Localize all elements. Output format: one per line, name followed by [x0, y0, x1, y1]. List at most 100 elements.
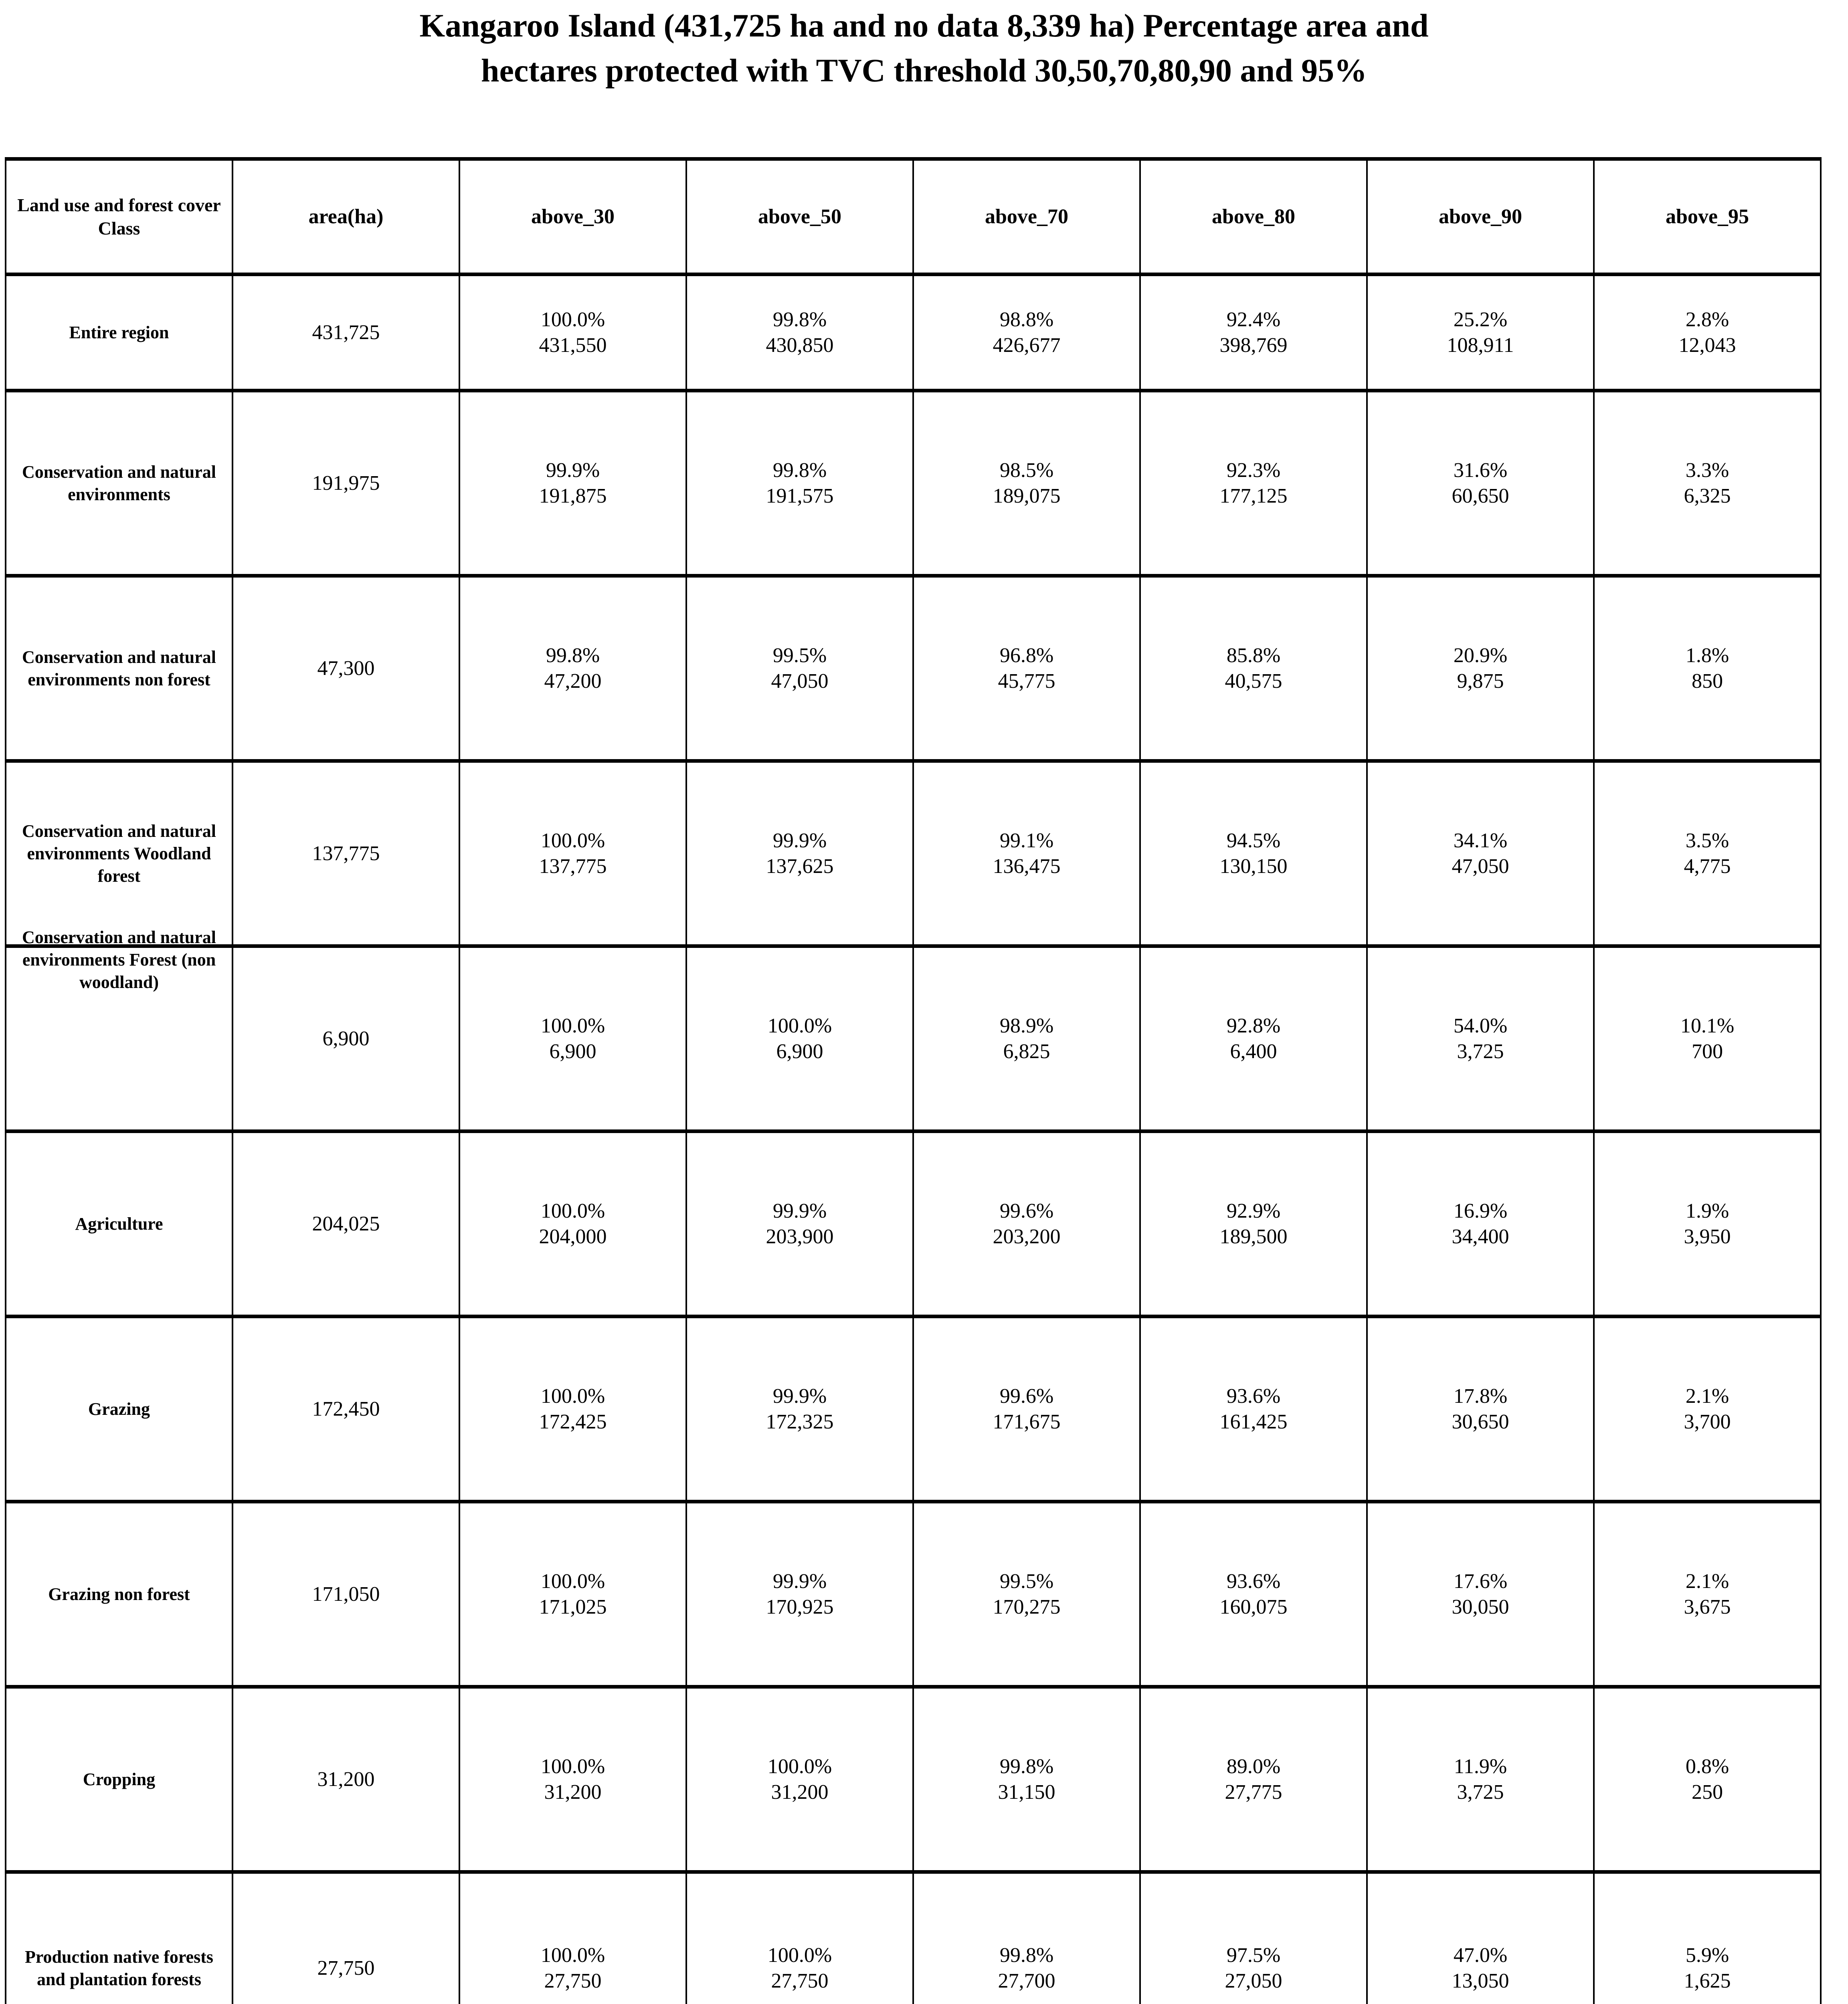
cell-percent: 99.8%: [546, 644, 600, 667]
cell-hectares: 137,775: [539, 855, 607, 878]
cell-above-70: 98.8% 426,677: [912, 273, 1141, 391]
cell-hectares: 172,425: [539, 1410, 607, 1433]
cell-hectares: 3,725: [1457, 1780, 1504, 1804]
cell-hectares: 30,650: [1452, 1410, 1509, 1433]
page-title-line-1: Kangaroo Island (431,725 ha and no data …: [419, 7, 1429, 44]
cell-hectares: 13,050: [1452, 1969, 1509, 1992]
cell-hectares: 30,050: [1452, 1595, 1509, 1618]
cell-area: 204,025: [232, 1129, 460, 1317]
column-header-above-50: above_50: [685, 157, 914, 275]
table-row: Conservation and natural environments Fo…: [5, 927, 1822, 1131]
cell-percent: 99.8%: [772, 308, 827, 331]
cell-hectares: 31,200: [544, 1780, 602, 1804]
cell-percent: 10.1%: [1680, 1014, 1735, 1037]
cell-hectares: 398,769: [1219, 333, 1288, 357]
cell-hectares: 27,050: [1225, 1969, 1282, 1992]
cell-hectares: 137,625: [766, 855, 834, 878]
cell-percent: 100.0%: [540, 829, 605, 852]
cell-area: 31,200: [232, 1685, 460, 1872]
table-row: Conservation and natural environments 191…: [5, 389, 1822, 576]
cell-hectares: 700: [1692, 1040, 1723, 1063]
cell-above-90: 17.8% 30,650: [1366, 1315, 1595, 1502]
cell-area: 172,450: [232, 1315, 460, 1502]
cell-hectares: 3,675: [1684, 1595, 1731, 1618]
cell-above-50: 99.5% 47,050: [685, 574, 914, 761]
cell-percent: 99.9%: [772, 1570, 827, 1593]
cell-percent: 2.1%: [1685, 1384, 1729, 1408]
cell-hectares: 850: [1692, 669, 1723, 693]
cell-above-70: 99.1% 136,475: [912, 759, 1141, 946]
page-title-line-2: hectares protected with TVC threshold 30…: [481, 52, 1367, 89]
cell-percent: 100.0%: [767, 1014, 832, 1037]
cell-percent: 99.8%: [999, 1755, 1054, 1778]
cell-above-90: 17.6% 30,050: [1366, 1500, 1595, 1687]
cell-hectares: 3,950: [1684, 1225, 1731, 1248]
cell-above-90: 34.1% 47,050: [1366, 759, 1595, 946]
cell-hectares: 6,325: [1684, 484, 1731, 507]
cell-above-95: 2.1% 3,675: [1593, 1500, 1822, 1687]
cell-above-50: 100.0% 31,200: [685, 1685, 914, 1872]
cell-above-70: 99.8% 27,700: [912, 1870, 1141, 2004]
cell-above-95: 2.1% 3,700: [1593, 1315, 1822, 1502]
cell-percent: 17.8%: [1453, 1384, 1508, 1408]
cell-percent: 17.6%: [1453, 1570, 1508, 1593]
cell-above-90: 54.0% 3,725: [1366, 944, 1595, 1131]
cell-percent: 99.5%: [999, 1570, 1054, 1593]
row-label: Conservation and natural environments Wo…: [5, 759, 233, 946]
column-header-above-90: above_90: [1366, 157, 1595, 275]
cell-percent: 92.8%: [1226, 1014, 1281, 1037]
table-row: Entire region 431,725 100.0% 431,550 99.8% 43…: [5, 273, 1822, 391]
cell-above-30: 100.0% 137,775: [459, 759, 687, 946]
cell-hectares: 3,725: [1457, 1040, 1504, 1063]
cell-hectares: 204,000: [539, 1225, 607, 1248]
cell-above-70: 98.5% 189,075: [912, 389, 1141, 576]
cell-above-80: 85.8% 40,575: [1139, 574, 1368, 761]
cell-area: 27,750: [232, 1870, 460, 2004]
table-row: Conservation and natural environments Wo…: [5, 759, 1822, 946]
column-header-above-30: above_30: [459, 157, 687, 275]
cell-percent: 99.9%: [546, 459, 600, 482]
cell-above-50: 100.0% 27,750: [685, 1870, 914, 2004]
cell-above-95: 10.1% 700: [1593, 944, 1822, 1131]
cell-percent: 89.0%: [1226, 1755, 1281, 1778]
column-header-area: area(ha): [232, 157, 460, 275]
cell-above-80: 92.4% 398,769: [1139, 273, 1368, 391]
cell-percent: 54.0%: [1453, 1014, 1508, 1037]
row-label: Entire region: [5, 273, 233, 391]
cell-above-30: 100.0% 171,025: [459, 1500, 687, 1687]
cell-percent: 100.0%: [540, 1755, 605, 1778]
cell-hectares: 6,400: [1230, 1040, 1277, 1063]
cell-hectares: 136,475: [993, 855, 1061, 878]
cell-hectares: 426,677: [993, 333, 1061, 357]
cell-hectares: 431,550: [539, 333, 607, 357]
cell-hectares: 160,075: [1219, 1595, 1288, 1618]
cell-above-30: 100.0% 172,425: [459, 1315, 687, 1502]
cell-hectares: 250: [1692, 1780, 1723, 1804]
cell-hectares: 27,775: [1225, 1780, 1282, 1804]
cell-hectares: 47,050: [771, 669, 829, 693]
column-header-above-70: above_70: [912, 157, 1141, 275]
cell-hectares: 31,200: [771, 1780, 829, 1804]
cell-above-70: 99.5% 170,275: [912, 1500, 1141, 1687]
cell-hectares: 171,675: [993, 1410, 1061, 1433]
cell-percent: 100.0%: [540, 1384, 605, 1408]
page-title: Kangaroo Island (431,725 ha and no data …: [0, 3, 1848, 93]
cell-hectares: 6,900: [776, 1040, 823, 1063]
cell-hectares: 6,900: [549, 1040, 596, 1063]
column-header-above-95: above_95: [1593, 157, 1822, 275]
row-label: Production native forests and plantation…: [5, 1870, 233, 2004]
cell-hectares: 4,775: [1684, 855, 1731, 878]
protection-table: Land use and forest cover Class area(ha)…: [5, 157, 1822, 2004]
cell-above-70: 98.9% 6,825: [912, 944, 1141, 1131]
cell-percent: 100.0%: [540, 1199, 605, 1222]
cell-hectares: 27,700: [998, 1969, 1055, 1992]
cell-percent: 99.6%: [999, 1384, 1054, 1408]
cell-above-50: 100.0% 6,900: [685, 944, 914, 1131]
cell-hectares: 47,050: [1452, 855, 1509, 878]
cell-hectares: 27,750: [544, 1969, 602, 1992]
cell-above-95: 2.8% 12,043: [1593, 273, 1822, 391]
cell-percent: 3.5%: [1685, 829, 1729, 852]
table-row: Grazing non forest 171,050 100.0% 171,025 99…: [5, 1500, 1822, 1687]
table-row: Production native forests and plantation…: [5, 1870, 1822, 2004]
